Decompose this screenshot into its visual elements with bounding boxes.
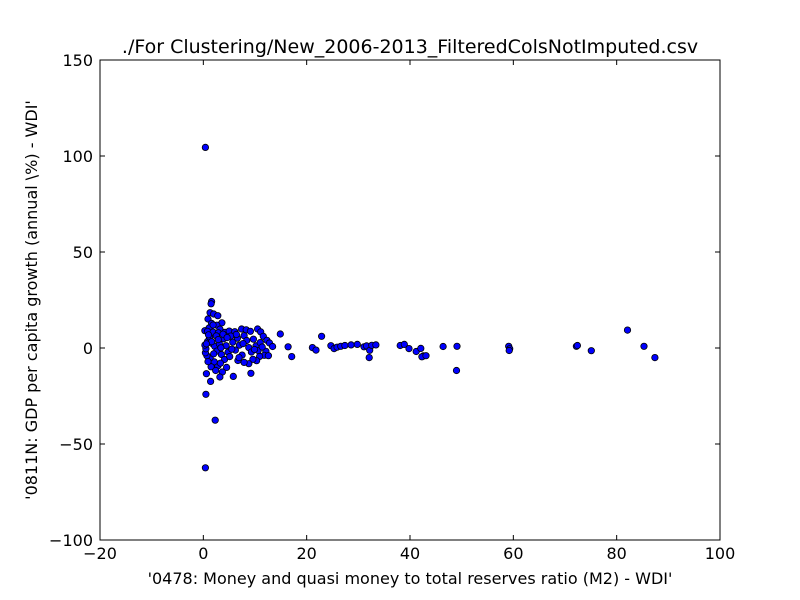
scatter-point <box>439 342 447 351</box>
y-tick-label: 50 <box>73 243 93 262</box>
y-tick-label: 150 <box>62 51 93 70</box>
scatter-point <box>204 357 212 366</box>
scatter-point <box>249 355 257 363</box>
x-axis-label: '0478: Money and quasi money to total re… <box>148 569 673 588</box>
scatter-point <box>201 464 209 472</box>
scatter-point <box>226 352 234 361</box>
scatter-point <box>209 321 217 329</box>
scatter-point <box>623 326 632 334</box>
scatter-point <box>207 377 215 385</box>
scatter-point <box>229 338 237 346</box>
scatter-point <box>235 353 243 362</box>
scatter-point <box>587 347 595 355</box>
y-tick-label: 0 <box>83 339 93 358</box>
scatter-point <box>217 344 225 352</box>
scatter-point <box>207 363 215 371</box>
scatter-point <box>276 330 284 338</box>
scatter-point <box>214 312 222 320</box>
scatter-point <box>417 344 425 352</box>
scatter-point <box>207 300 215 308</box>
scatter-point <box>288 352 296 361</box>
scatter-point <box>453 342 461 350</box>
scatter-point <box>640 342 648 350</box>
scatter-point <box>268 342 277 351</box>
scatter-point <box>202 370 210 378</box>
scatter-point <box>240 358 248 366</box>
y-tick-label: −100 <box>49 531 93 550</box>
scatter-point <box>232 330 240 338</box>
scatter-point <box>422 352 430 360</box>
scatter-point <box>505 346 513 355</box>
scatter-point <box>247 369 255 377</box>
y-tick-label: −50 <box>59 435 93 454</box>
scatter-point <box>405 344 413 353</box>
scatter-point <box>372 341 380 349</box>
scatter-point <box>365 353 373 362</box>
scatter-point <box>228 345 236 353</box>
x-tick-label: −20 <box>83 544 117 563</box>
x-tick-label: 80 <box>606 544 626 563</box>
x-tick-label: 60 <box>503 544 523 563</box>
scatter-point <box>216 359 224 367</box>
scatter-point <box>353 340 361 348</box>
scatter-point <box>264 352 272 360</box>
y-tick-label: 100 <box>62 147 93 166</box>
scatter-point <box>347 341 355 349</box>
scatter-point <box>223 363 231 371</box>
scatter-point <box>284 343 292 351</box>
x-tick-label: 100 <box>705 544 736 563</box>
scatter-point <box>651 353 659 362</box>
scatter-point <box>246 327 254 335</box>
scatter-point <box>214 335 222 344</box>
scatter-point <box>201 143 209 151</box>
x-tick-label: 20 <box>296 544 316 563</box>
scatter-point <box>229 372 237 380</box>
scatter-point <box>250 345 259 354</box>
scatter-point <box>573 341 582 350</box>
scatter-point <box>239 339 247 348</box>
scatter-point <box>216 373 224 381</box>
x-tick-label: 0 <box>198 544 208 563</box>
scatter-point <box>341 341 349 350</box>
scatter-point <box>202 340 210 348</box>
scatter-point <box>211 416 219 424</box>
scatter-point <box>212 366 220 375</box>
scatter-point <box>317 332 326 340</box>
scatter-point <box>223 333 231 342</box>
y-axis-label: '0811N: GDP per capita growth (annual \%… <box>22 100 41 500</box>
scatter-point <box>312 346 320 354</box>
scatter-point <box>258 343 266 351</box>
chart-title: ./For Clustering/New_2006-2013_FilteredC… <box>122 36 698 58</box>
scatter-points <box>201 143 659 472</box>
scatter-point <box>400 340 408 348</box>
scatter-point <box>204 331 213 339</box>
axis-ticks: −20 0 20 40 60 80 100 −100 −50 0 50 100 150 <box>49 51 735 563</box>
x-tick-label: 40 <box>400 544 420 563</box>
scatter-point <box>202 390 210 398</box>
scatter-point <box>249 335 257 343</box>
scatter-point <box>452 366 461 375</box>
scatter-point <box>210 350 218 358</box>
